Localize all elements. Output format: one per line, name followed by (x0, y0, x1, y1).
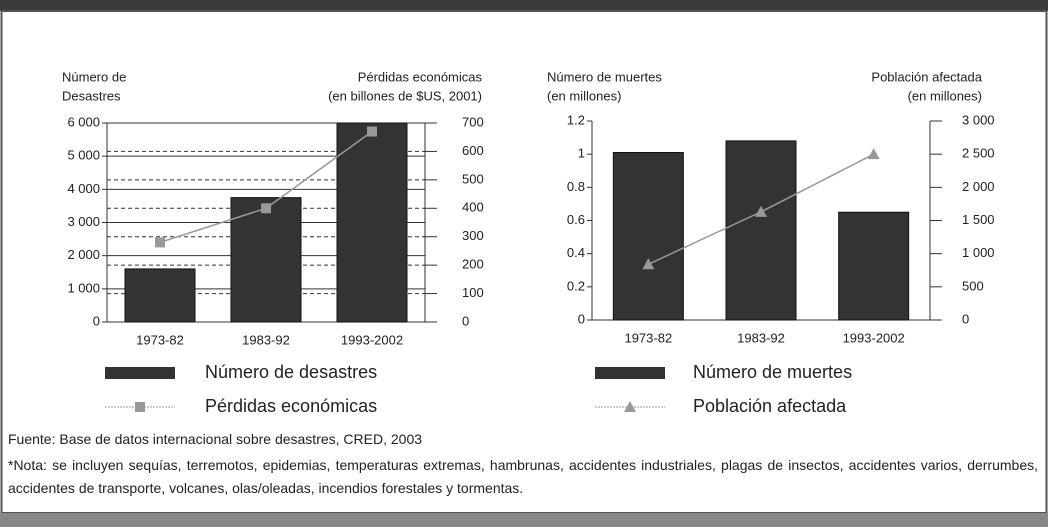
y-tick-label: 4 000 (67, 181, 100, 196)
y2-tick-label: 0 (962, 311, 969, 326)
y2-axis-label: (en millones) (908, 88, 982, 103)
x-tick-label: 1993-2002 (843, 330, 905, 345)
line-marker (261, 203, 271, 214)
bar (838, 211, 910, 321)
y-axis-label: Desastres (62, 88, 121, 103)
line-marker (155, 237, 165, 248)
y-tick-label: 2 000 (67, 247, 100, 262)
line-marker (135, 402, 145, 412)
bar (336, 122, 408, 323)
y-tick-label: 1.2 (567, 112, 585, 127)
y2-tick-label: 300 (462, 228, 484, 243)
y2-tick-label: 1 500 (962, 212, 995, 227)
y-axis-label: Número de (62, 69, 126, 84)
y-tick-label: 6 000 (67, 114, 100, 129)
legend-label: Número de desastres (205, 362, 377, 382)
y2-axis-label: Pérdidas económicas (358, 69, 483, 84)
x-tick-label: 1993-2002 (341, 332, 403, 347)
note-text: *Nota: se incluyen sequías, terremotos, … (8, 457, 1038, 496)
legend-label: Población afectada (693, 396, 847, 416)
y2-axis-label: (en billones de $US, 2001) (328, 88, 482, 103)
line-marker (755, 205, 767, 217)
line-marker (642, 258, 655, 270)
footer-band (0, 513, 1048, 527)
y2-tick-label: 500 (462, 171, 484, 186)
y-tick-label: 0.8 (567, 179, 585, 194)
y-tick-label: 5 000 (67, 148, 100, 163)
line-marker (367, 126, 377, 137)
line-marker (867, 148, 880, 160)
x-tick-label: 1973-82 (136, 332, 184, 347)
y-tick-label: 0 (93, 313, 100, 328)
y2-tick-label: 1 000 (962, 245, 995, 260)
bar (124, 268, 196, 323)
y2-tick-label: 0 (462, 313, 469, 328)
y2-tick-label: 100 (462, 285, 484, 300)
y-tick-label: 0.6 (567, 212, 585, 227)
y-tick-label: 0.4 (567, 245, 585, 260)
legend-label: Número de muertes (693, 362, 852, 382)
line-marker (624, 401, 636, 412)
y-tick-label: 0 (578, 311, 585, 326)
y2-tick-label: 200 (462, 257, 484, 272)
y-axis-label: (en millones) (547, 88, 621, 103)
legend-swatch (105, 367, 175, 379)
bar (612, 152, 684, 321)
y-axis-label: Número de muertes (547, 69, 662, 84)
y-tick-label: 1 000 (67, 280, 100, 295)
x-tick-label: 1983-92 (242, 332, 290, 347)
header-band (0, 0, 1048, 11)
y2-tick-label: 2 500 (962, 146, 995, 161)
y2-tick-label: 3 000 (962, 112, 995, 127)
bar (230, 197, 302, 323)
y2-tick-label: 400 (462, 200, 484, 215)
source-text: Fuente: Base de datos internacional sobr… (8, 431, 423, 447)
bar (725, 140, 797, 321)
y2-tick-label: 700 (462, 114, 484, 129)
y-tick-label: 1 (578, 146, 585, 161)
y2-axis-label: Población afectada (871, 69, 982, 84)
y2-tick-label: 500 (962, 278, 984, 293)
legend-label: Pérdidas económicas (205, 396, 377, 416)
x-tick-label: 1983-92 (737, 330, 785, 345)
y-tick-label: 0.2 (567, 278, 585, 293)
legend-swatch (595, 367, 665, 379)
y2-tick-label: 600 (462, 143, 484, 158)
y-tick-label: 3 000 (67, 214, 100, 229)
x-tick-label: 1973-82 (624, 330, 672, 345)
y2-tick-label: 2 000 (962, 179, 995, 194)
